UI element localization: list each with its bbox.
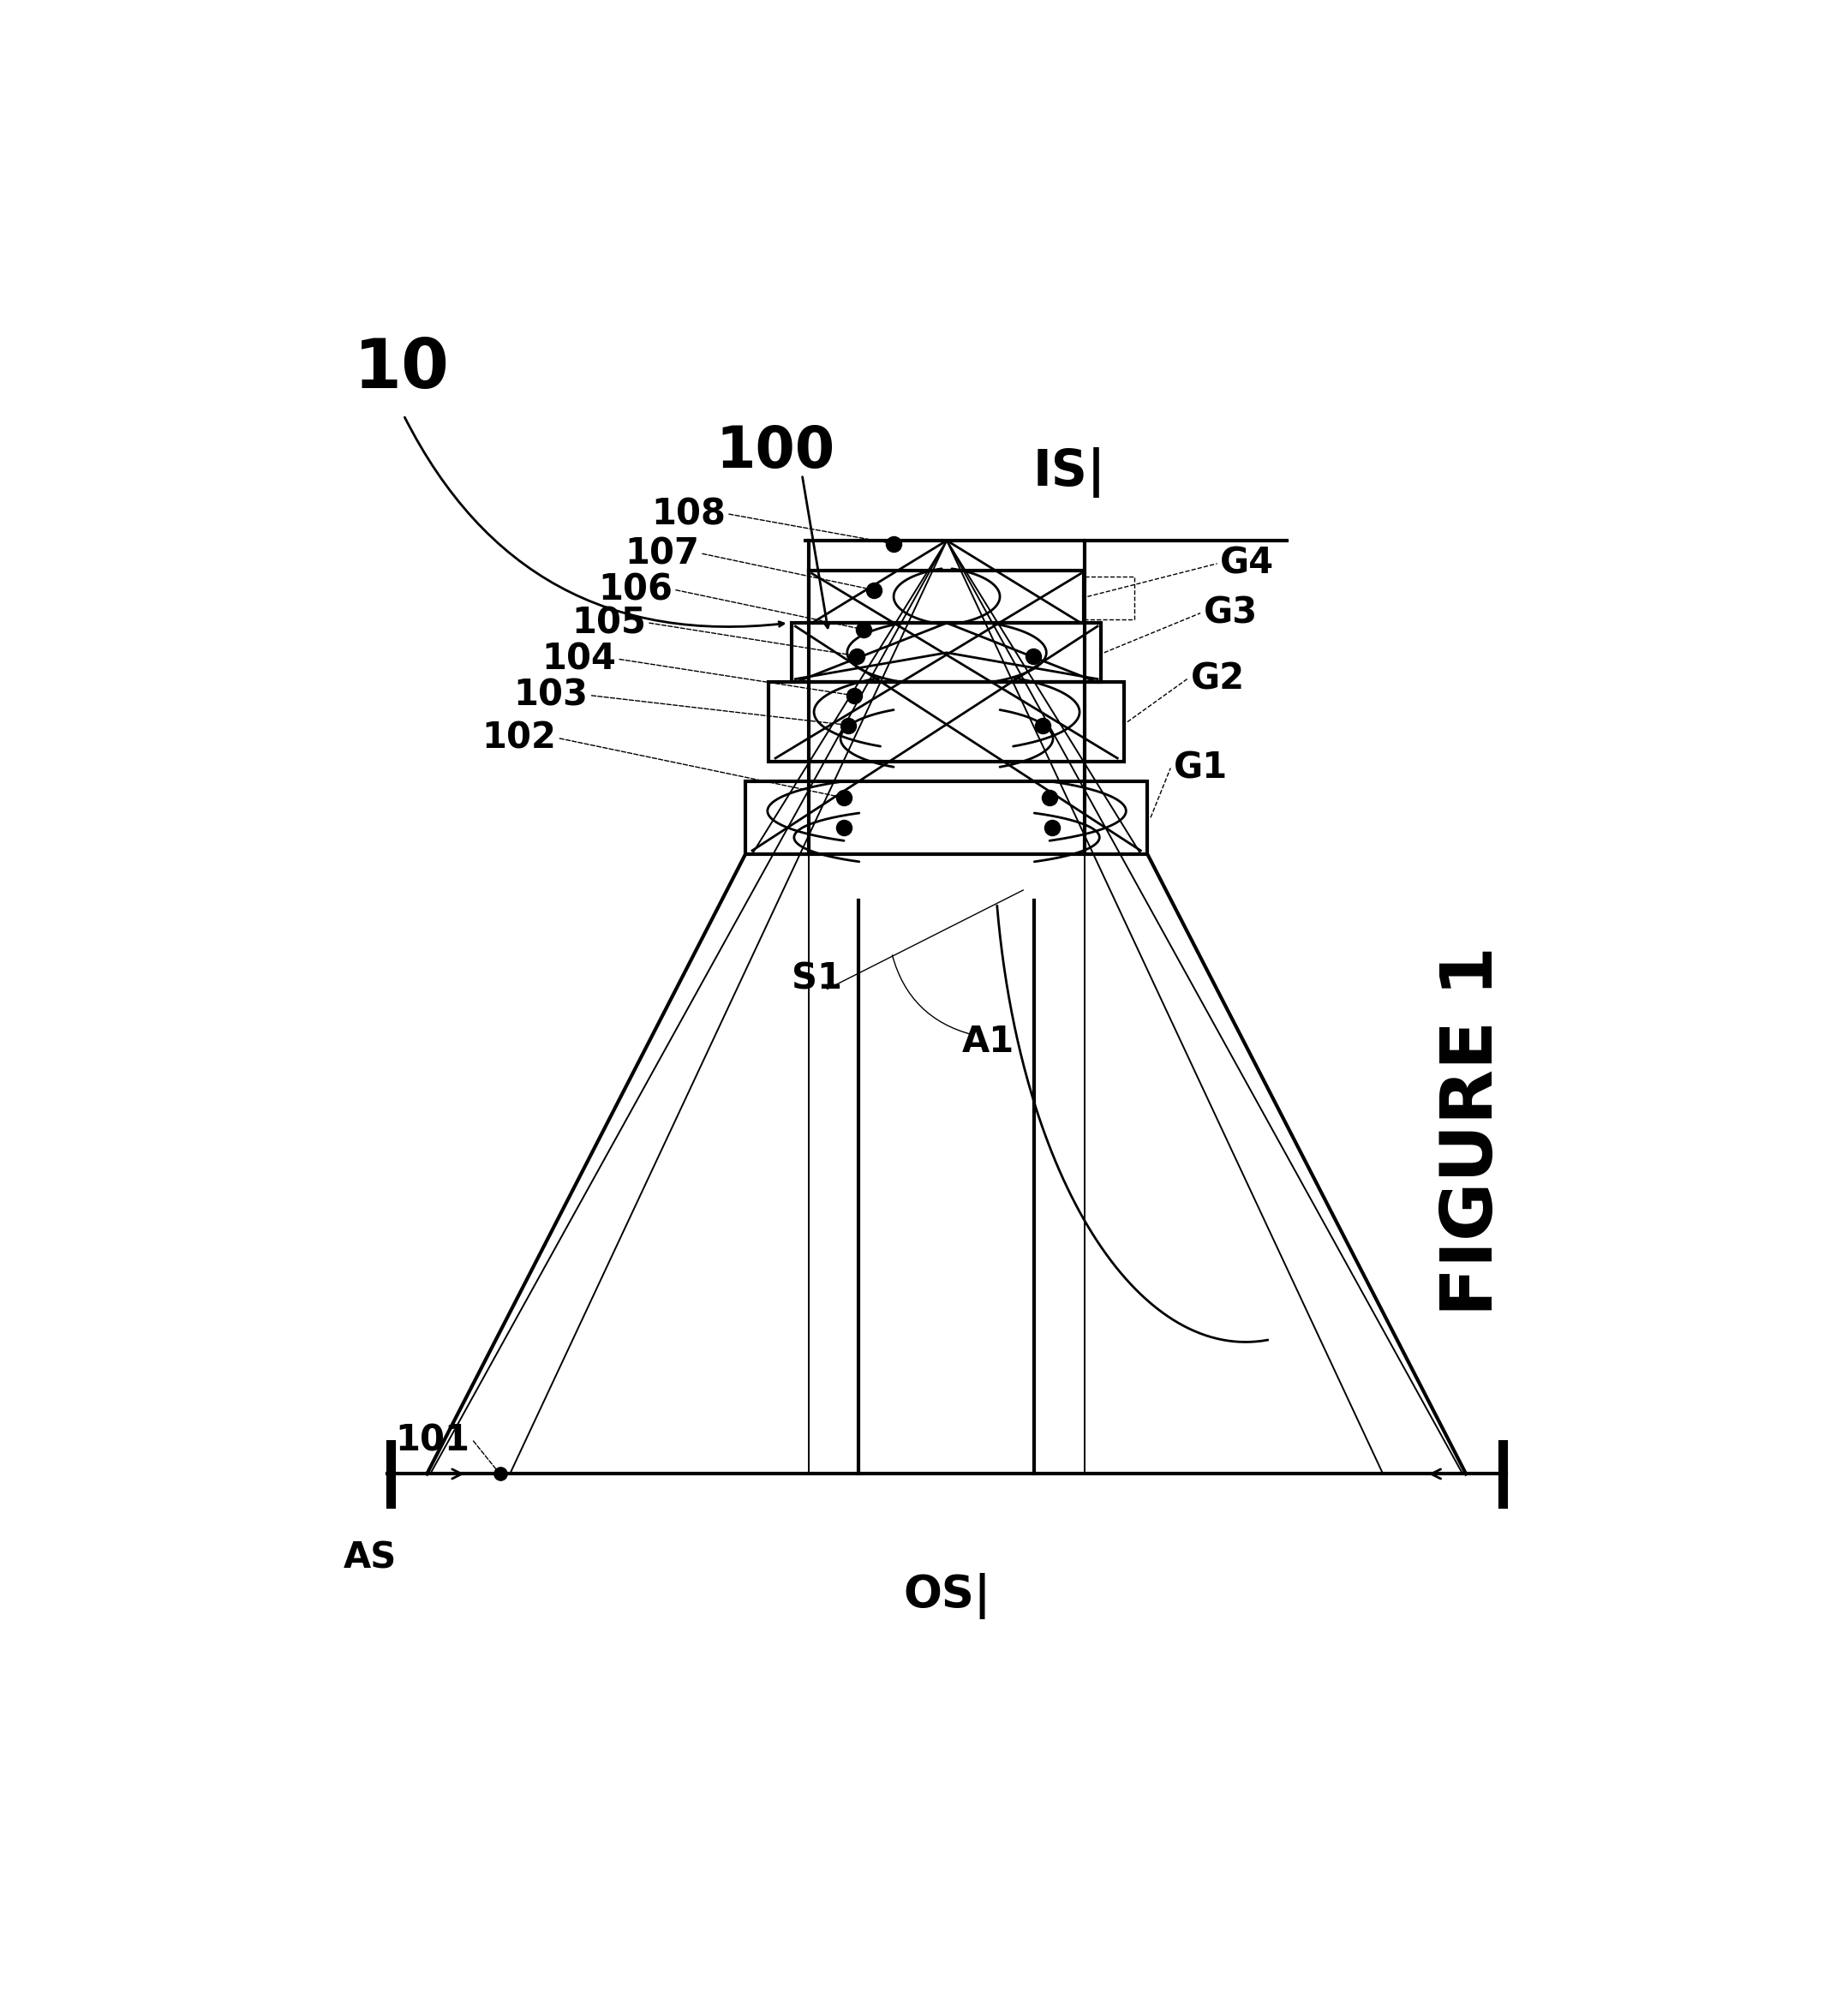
- Bar: [745, 781, 1148, 853]
- Text: S1: S1: [793, 961, 843, 997]
- Text: 107: 107: [625, 535, 699, 571]
- Text: G2: G2: [1190, 661, 1244, 697]
- Text: 101: 101: [395, 1422, 469, 1458]
- Text: 106: 106: [599, 573, 673, 609]
- Text: AS: AS: [344, 1540, 397, 1576]
- Text: G1: G1: [1173, 749, 1229, 785]
- Text: IS|: IS|: [1033, 447, 1107, 497]
- Text: OS|: OS|: [904, 1572, 991, 1618]
- Bar: [1085, 577, 1135, 619]
- Text: G4: G4: [1220, 545, 1275, 581]
- Text: 108: 108: [650, 497, 726, 533]
- Text: 104: 104: [541, 641, 615, 677]
- Text: G3: G3: [1203, 595, 1258, 631]
- Text: 10: 10: [353, 337, 449, 403]
- Text: 100: 100: [715, 423, 835, 481]
- Text: 105: 105: [571, 605, 647, 641]
- Text: FIGURE 1: FIGURE 1: [1438, 945, 1508, 1316]
- Bar: [809, 571, 1085, 623]
- Bar: [793, 623, 1101, 683]
- Bar: [769, 683, 1124, 761]
- Text: 103: 103: [514, 677, 588, 713]
- Text: A1: A1: [961, 1024, 1015, 1060]
- Text: 102: 102: [482, 721, 556, 757]
